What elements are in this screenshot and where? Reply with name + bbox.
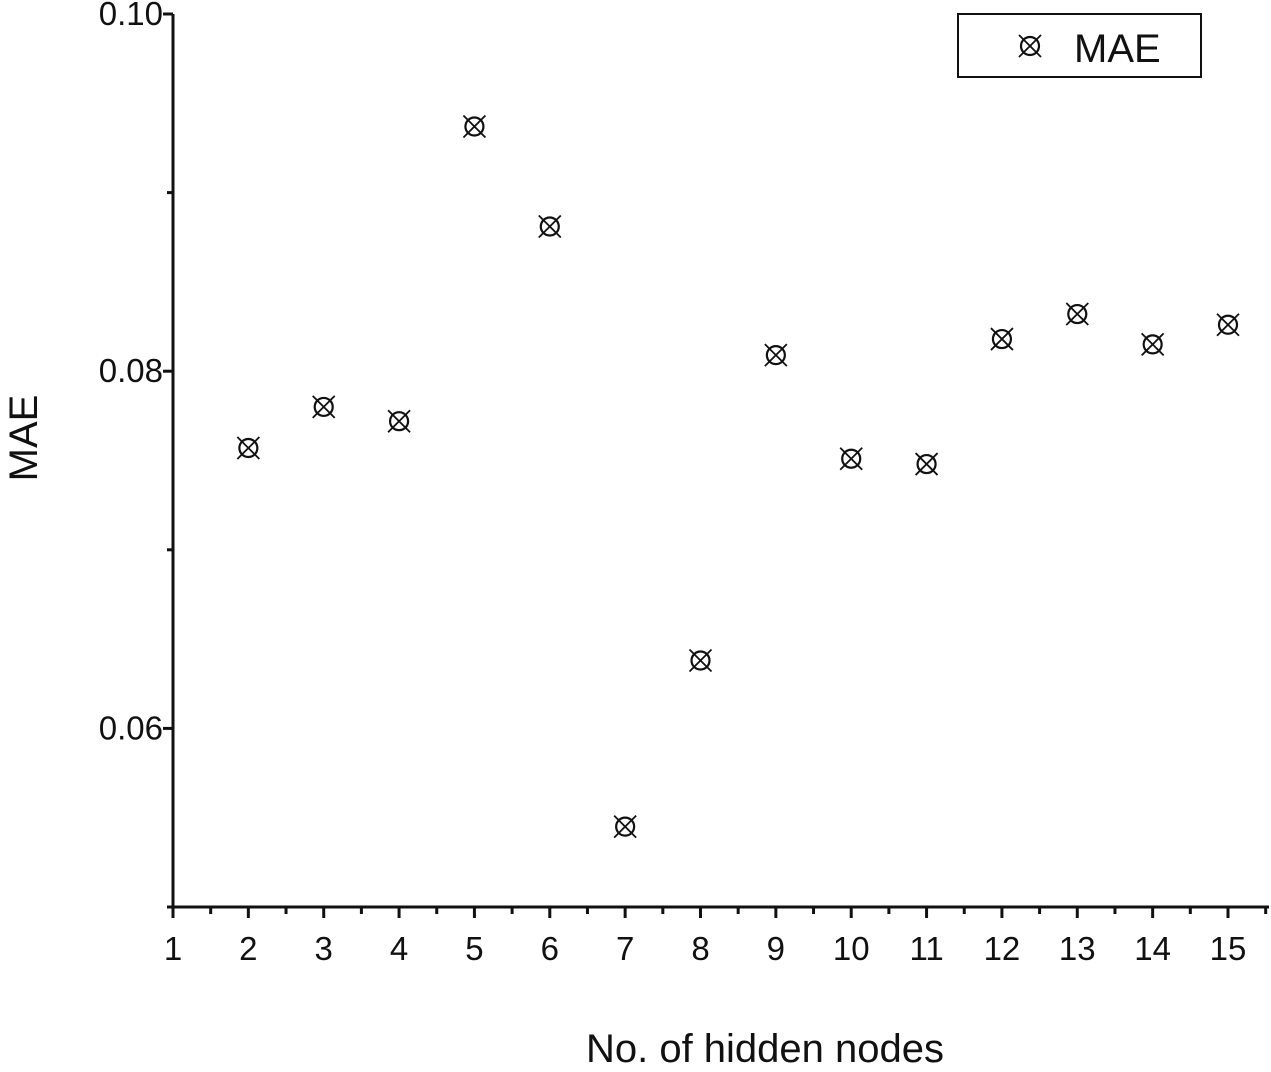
x-tick-label: 8 bbox=[691, 930, 709, 967]
marker-cross-b bbox=[914, 452, 939, 476]
data-point bbox=[236, 436, 260, 460]
x-tick-label: 4 bbox=[390, 930, 408, 967]
x-tick-label: 9 bbox=[767, 930, 785, 967]
marker-circle bbox=[1217, 314, 1239, 335]
data-point bbox=[462, 114, 487, 139]
marker-cross-b bbox=[839, 447, 863, 471]
marker-cross-b bbox=[312, 395, 336, 419]
marker-cross-b bbox=[236, 436, 260, 460]
legend-marker-icon bbox=[1018, 34, 1042, 58]
y-ticks: 0.06 0.08 0.10 bbox=[99, 0, 173, 909]
marker-cross-b bbox=[990, 327, 1014, 351]
marker-cross-b bbox=[613, 814, 637, 839]
y-tick-label: 0.06 bbox=[99, 709, 163, 746]
data-points bbox=[236, 114, 1240, 839]
data-point bbox=[914, 452, 939, 476]
marker-cross-b bbox=[1216, 313, 1240, 337]
marker-circle bbox=[1067, 303, 1088, 325]
y-axis-title: MAE bbox=[2, 395, 46, 482]
data-point bbox=[990, 327, 1014, 351]
marker-circle bbox=[991, 328, 1013, 350]
data-point bbox=[1216, 313, 1240, 337]
marker-circle bbox=[1019, 35, 1041, 57]
x-tick-label: 13 bbox=[1059, 930, 1096, 967]
data-point bbox=[538, 214, 562, 239]
data-point bbox=[387, 409, 411, 433]
legend: MAE bbox=[957, 13, 1202, 78]
x-tick-label: 6 bbox=[541, 930, 559, 967]
marker-circle bbox=[464, 116, 485, 137]
data-point bbox=[613, 814, 637, 839]
marker-cross-b bbox=[387, 409, 411, 433]
y-tick-label: 0.08 bbox=[99, 352, 163, 389]
data-point bbox=[1065, 302, 1089, 326]
x-tick-label: 12 bbox=[984, 930, 1021, 967]
y-tick-label: 0.10 bbox=[99, 0, 163, 32]
x-tick-label: 11 bbox=[909, 930, 943, 967]
x-axis-title: No. of hidden nodes bbox=[586, 1027, 944, 1071]
marker-circle bbox=[690, 650, 711, 671]
data-point bbox=[839, 447, 863, 471]
marker-circle bbox=[765, 345, 786, 366]
marker-cross-b bbox=[1141, 332, 1165, 357]
x-ticks: 1 2 3 4 5 6 7 8 9 10 11 12 13 14 15 bbox=[164, 907, 1268, 967]
legend-box bbox=[957, 13, 1202, 78]
x-tick-label: 15 bbox=[1210, 930, 1247, 967]
data-point bbox=[1141, 332, 1165, 357]
marker-circle bbox=[1142, 334, 1163, 355]
marker-circle bbox=[615, 816, 636, 837]
x-tick-label: 3 bbox=[315, 930, 333, 967]
axes bbox=[171, 14, 1269, 909]
marker-cross-b bbox=[1018, 34, 1042, 58]
marker-circle bbox=[238, 437, 259, 459]
marker-circle bbox=[841, 448, 862, 469]
marker-circle bbox=[313, 396, 334, 418]
data-point bbox=[312, 395, 336, 419]
marker-cross-b bbox=[538, 214, 562, 239]
x-tick-label: 10 bbox=[833, 930, 870, 967]
legend-marker-symbol bbox=[1018, 34, 1042, 58]
legend-label: MAE bbox=[1074, 27, 1161, 71]
marker-cross-b bbox=[764, 343, 788, 367]
x-tick-label: 14 bbox=[1134, 930, 1171, 967]
x-tick-label: 5 bbox=[465, 930, 483, 967]
x-tick-label: 2 bbox=[239, 930, 257, 967]
marker-cross-b bbox=[1065, 302, 1089, 326]
data-point bbox=[764, 343, 788, 367]
marker-cross-b bbox=[688, 648, 713, 673]
x-tick-label: 7 bbox=[616, 930, 634, 967]
data-point bbox=[688, 648, 713, 673]
marker-cross-b bbox=[462, 114, 487, 139]
marker-circle bbox=[916, 453, 937, 475]
marker-circle bbox=[539, 216, 560, 237]
marker-circle bbox=[388, 411, 410, 432]
x-tick-label: 1 bbox=[164, 930, 182, 967]
